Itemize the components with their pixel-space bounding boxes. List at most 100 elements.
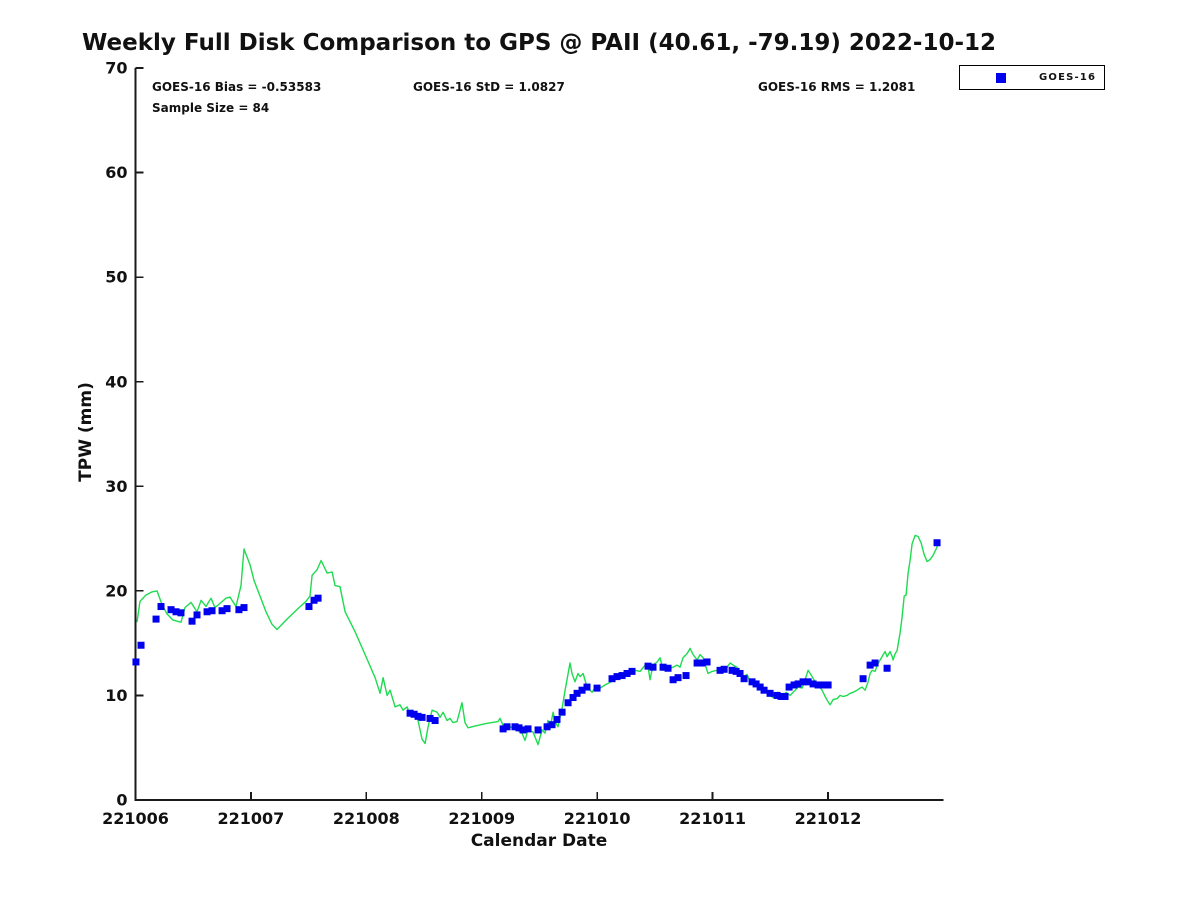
goes16-marker [418, 713, 426, 721]
goes16-marker [933, 539, 941, 547]
goes16-marker [871, 659, 879, 667]
goes16-marker [583, 683, 591, 691]
goes16-marker [669, 676, 677, 684]
goes16-marker [628, 667, 636, 675]
goes16-marker [703, 658, 711, 666]
chart-title: Weekly Full Disk Comparison to GPS @ PAI… [81, 30, 997, 56]
x-tick-label: 221007 [218, 809, 285, 828]
goes16-marker [235, 606, 243, 614]
goes16-marker [172, 608, 180, 616]
goes16-marker [613, 673, 621, 681]
x-tick-label: 221011 [679, 809, 746, 828]
y-tick-label: 10 [105, 686, 127, 705]
goes16-marker [728, 666, 736, 674]
y-tick-label: 50 [105, 268, 127, 287]
y-tick-label: 20 [105, 581, 127, 600]
goes16-marker [859, 675, 867, 683]
y-tick-label: 60 [105, 163, 127, 182]
stat-rms: GOES-16 RMS = 1.2081 [758, 80, 916, 94]
goes16-marker [208, 607, 216, 615]
y-tick-label: 30 [105, 477, 127, 496]
goes16-marker [785, 683, 793, 691]
x-tick-label: 221010 [564, 809, 631, 828]
stat-sample-size: Sample Size = 84 [152, 101, 270, 115]
goes16-legend-marker-icon [996, 72, 1006, 83]
goes16-marker [799, 678, 807, 686]
goes16-marker [824, 681, 832, 689]
goes16-marker [543, 723, 551, 731]
goes16-marker [569, 694, 577, 702]
goes16-marker [756, 683, 764, 691]
goes16-marker [883, 664, 891, 672]
stat-std: GOES-16 StD = 1.0827 [413, 80, 565, 94]
goes16-marker [152, 615, 160, 623]
goes16-marker [548, 721, 556, 729]
goes16-marker [608, 675, 616, 683]
goes16-marker [682, 672, 690, 680]
goes16-marker [623, 669, 631, 677]
goes16-marker [177, 609, 185, 617]
goes16-marker [720, 665, 728, 673]
goes16-marker [534, 726, 542, 734]
goes16-marker [781, 692, 789, 700]
goes16-marker [777, 692, 785, 700]
goes16-marker [794, 680, 802, 688]
goes16-marker [716, 666, 724, 674]
goes16-marker [693, 659, 701, 667]
goes16-marker [644, 662, 652, 670]
goes16-marker [659, 663, 667, 671]
goes16-marker [773, 691, 781, 699]
goes16-marker [515, 724, 523, 732]
goes16-marker [748, 678, 756, 686]
goes16-marker [223, 605, 231, 613]
x-axis-label: Calendar Date [470, 831, 608, 851]
goes16-marker [618, 672, 626, 680]
goes16-marker [866, 661, 874, 669]
goes16-marker [664, 664, 672, 672]
legend-box: GOES-16 [959, 65, 1105, 90]
stat-bias: GOES-16 Bias = -0.53583 [152, 80, 322, 94]
goes16-marker [240, 604, 248, 612]
goes16-marker [305, 603, 313, 611]
x-tick-label: 221008 [333, 809, 400, 828]
x-tick-label: 221006 [102, 809, 169, 828]
y-tick-label: 40 [105, 372, 127, 391]
y-tick-label: 70 [105, 59, 127, 78]
goes16-marker [698, 659, 706, 667]
goes16-marker [740, 675, 748, 683]
goes16-marker [310, 596, 318, 604]
goes16-marker [804, 678, 812, 686]
goes16-marker [790, 681, 798, 689]
goes16-marker [732, 667, 740, 675]
goes16-marker [511, 723, 519, 731]
goes16-marker [578, 686, 586, 694]
goes16-marker [649, 663, 657, 671]
goes16-marker [137, 641, 145, 649]
goes16-marker [519, 726, 527, 734]
goes16-marker [203, 608, 211, 616]
goes16-marker [593, 684, 601, 692]
goes16-marker [431, 717, 439, 725]
goes16-marker [573, 689, 581, 697]
y-tick-label: 0 [116, 791, 127, 810]
goes16-marker [406, 709, 414, 717]
x-tick-label: 221009 [448, 809, 515, 828]
goes16-marker [814, 681, 822, 689]
goes16-marker [218, 607, 226, 615]
goes16-marker [736, 669, 744, 677]
goes16-marker [426, 714, 434, 722]
goes16-marker [674, 674, 682, 682]
legend-label: GOES-16 [1039, 72, 1097, 83]
goes16-marker [499, 725, 507, 733]
goes16-marker [193, 611, 201, 619]
goes16-marker [766, 689, 774, 697]
goes16-marker [809, 680, 817, 688]
goes16-marker [132, 658, 140, 666]
goes16-marker [752, 680, 760, 688]
goes16-marker [558, 708, 566, 716]
goes16-marker [819, 681, 827, 689]
goes16-marker [414, 712, 422, 720]
gps-line [136, 534, 941, 746]
goes16-marker [314, 594, 322, 602]
